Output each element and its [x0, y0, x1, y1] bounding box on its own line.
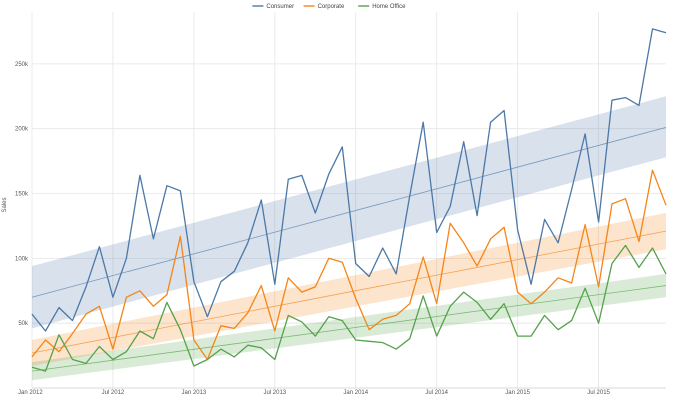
y-tick-label: 100k	[15, 256, 29, 262]
grid	[31, 12, 666, 389]
home-office-confidence-band	[32, 273, 666, 381]
corporate-trend-line	[31, 230, 667, 354]
consumer-trend-line	[31, 127, 667, 298]
series-lines	[31, 28, 667, 372]
consumer-series-line	[31, 28, 667, 332]
legend-label-consumer: Consumer	[266, 4, 294, 10]
y-axis-ticks: 50k 100k 150k 200k 250k	[15, 62, 29, 327]
legend-label-home-office: Home Office	[372, 4, 406, 10]
x-tick-label: Jan 2015	[505, 390, 530, 396]
legend: Consumer Corporate Home Office	[252, 4, 406, 10]
y-tick-label: 150k	[15, 192, 29, 198]
x-tick-label: Jul 2013	[263, 390, 286, 396]
confidence-bands	[32, 96, 666, 381]
x-tick-label: Jan 2014	[343, 390, 368, 396]
home-office-trend-line	[31, 285, 667, 372]
y-axis-title: Sales	[2, 197, 8, 212]
corporate-series-line	[31, 169, 667, 361]
y-tick-label: 200k	[15, 127, 29, 133]
x-axis-ticks: Jan 2012 Jul 2012 Jan 2013 Jul 2013 Jan 2014…	[18, 390, 611, 396]
corporate-confidence-band	[32, 212, 666, 366]
x-tick-label: Jul 2014	[425, 390, 448, 396]
x-tick-label: Jan 2013	[182, 390, 207, 396]
legend-label-corporate: Corporate	[318, 4, 345, 10]
x-tick-label: Jul 2012	[102, 390, 125, 396]
trend-lines	[31, 127, 667, 372]
y-tick-label: 250k	[15, 62, 29, 68]
x-tick-label: Jul 2015	[587, 390, 610, 396]
y-tick-label: 50k	[18, 321, 29, 327]
x-tick-label: Jan 2012	[18, 390, 43, 396]
home-office-series-line	[31, 244, 667, 372]
